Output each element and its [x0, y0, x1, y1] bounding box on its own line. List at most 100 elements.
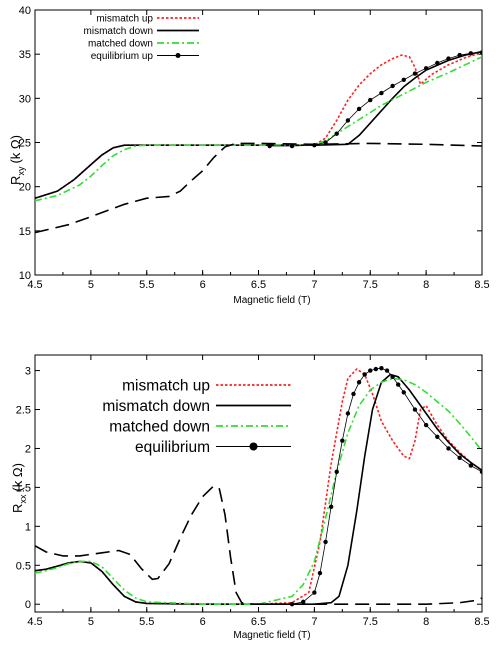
series-point-equilibrium	[401, 390, 406, 395]
y-tick-label: 40	[19, 5, 31, 17]
legend-label: mismatch down	[102, 398, 210, 415]
series-point-equilibrium-up	[267, 143, 272, 149]
series-line-matched-down	[35, 377, 482, 606]
series-point-equilibrium	[384, 368, 390, 373]
x-tick-label: 6.5	[251, 279, 266, 291]
y-tick-label: 15	[19, 226, 31, 238]
series-point-equilibrium-up	[435, 60, 440, 66]
x-tick-label: 5.5	[139, 279, 154, 291]
series-line-unlabeled-long-dash	[35, 142, 482, 234]
x-tick-label: 8.5	[474, 616, 489, 628]
series-point-equilibrium	[345, 411, 351, 416]
legend-marker	[249, 442, 258, 451]
y-tick-label: 0	[25, 599, 31, 611]
legend-label: mismatch down	[84, 26, 153, 37]
x-tick-label: 7.5	[363, 616, 378, 628]
legend-marker	[175, 53, 181, 58]
series-point-equilibrium	[312, 590, 317, 595]
chart-rxx-xlabel: Magnetic field (T)	[233, 630, 310, 641]
series-point-equilibrium	[423, 422, 429, 428]
y-tick-label: 35	[19, 49, 31, 61]
series-point-equilibrium	[362, 372, 367, 377]
series-point-equilibrium-up	[390, 83, 395, 89]
chart-rxy-xlabel: Magnetic field (T)	[233, 295, 310, 306]
series-point-equilibrium	[301, 599, 306, 605]
chart-rxy-frame	[34, 9, 483, 276]
series-line-unlabeled-long-dash	[35, 484, 482, 606]
x-tick-label: 8	[423, 279, 429, 291]
chart-rxx-ylabel-main: R	[10, 504, 25, 513]
y-tick-label: 1	[25, 521, 31, 533]
series-point-equilibrium-up	[457, 52, 462, 58]
legend-label: matched down	[109, 418, 210, 435]
x-tick-label: 5	[88, 279, 94, 291]
chart-rxx-ylabel-unit: (k Ω)	[10, 463, 25, 492]
series-point-equilibrium-up	[289, 143, 295, 149]
y-tick-label: 2	[25, 443, 31, 455]
x-tick-label: 7.5	[363, 279, 378, 291]
y-tick-label: 0.5	[16, 560, 31, 572]
y-tick-label: 2.5	[16, 405, 31, 417]
series-line-equilibrium-up	[269, 52, 482, 147]
legend-label: equilibrium up	[91, 51, 154, 62]
series-point-equilibrium-up	[412, 71, 418, 76]
series-line-equilibrium	[291, 367, 482, 605]
legend-label: mismatch up	[96, 14, 153, 25]
chart-rxy-ylabel-sub: xy	[16, 166, 26, 176]
x-tick-label: 6	[200, 616, 206, 628]
y-tick-label: 3	[25, 366, 31, 378]
chart-rxy-ylabel-unit: (k Ω)	[8, 135, 23, 164]
x-tick-label: 8.5	[474, 279, 489, 291]
series-point-equilibrium-up	[446, 56, 451, 61]
chart-rxx-plot-area	[35, 366, 482, 607]
series-point-equilibrium	[479, 469, 482, 475]
x-tick-label: 7	[311, 279, 317, 291]
y-tick-label: 10	[19, 270, 31, 282]
series-point-equilibrium	[356, 380, 362, 385]
series-point-equilibrium	[323, 539, 328, 545]
series-point-equilibrium-up	[479, 50, 482, 55]
series-point-equilibrium	[328, 504, 334, 510]
y-tick-label: 20	[19, 182, 31, 194]
legend-label: matched down	[88, 39, 153, 50]
series-point-equilibrium-up	[368, 97, 373, 103]
y-tick-label: 30	[19, 93, 31, 105]
series-point-equilibrium	[317, 570, 323, 576]
series-point-equilibrium	[334, 469, 339, 475]
x-tick-label: 5.5	[139, 616, 154, 628]
x-tick-label: 4.5	[27, 616, 42, 628]
series-point-equilibrium	[412, 407, 418, 412]
legend-label: mismatch up	[122, 377, 210, 394]
series-point-equilibrium-up	[345, 118, 351, 123]
x-tick-label: 4.5	[27, 279, 42, 291]
x-tick-label: 8	[423, 616, 429, 628]
series-point-equilibrium	[368, 368, 373, 373]
chart-rxy: Rxy (k Ω) Magnetic field (T) 4.5 5 5.5 6 6.5 7…	[8, 5, 490, 306]
series-point-equilibrium	[340, 438, 345, 443]
x-tick-label: 6.5	[251, 616, 266, 628]
x-tick-label: 6	[200, 279, 206, 291]
series-point-equilibrium-up	[379, 90, 384, 96]
series-point-equilibrium-up	[334, 131, 339, 136]
series-point-equilibrium	[351, 391, 356, 397]
x-tick-label: 5	[88, 616, 94, 628]
series-line-mismatch-down	[35, 373, 482, 606]
chart-rxx-ylabel: Rxx (k Ω)	[10, 463, 28, 513]
y-tick-label: 25	[19, 138, 31, 150]
y-tick-label: 1.5	[16, 482, 31, 494]
series-point-equilibrium	[289, 602, 295, 607]
chart-rxy-ylabel: Rxy (k Ω)	[8, 135, 26, 185]
series-point-equilibrium	[468, 463, 474, 468]
series-point-equilibrium	[390, 374, 395, 380]
series-point-equilibrium-up	[468, 51, 474, 56]
series-point-equilibrium	[373, 366, 379, 372]
legend-label: equilibrium	[135, 439, 210, 456]
series-point-equilibrium	[395, 382, 401, 387]
chart-rxx-ylabel-sub: xx	[18, 494, 28, 504]
series-point-equilibrium	[457, 455, 462, 460]
chart-rxy-plot-area	[35, 50, 482, 234]
series-point-equilibrium-up	[401, 77, 406, 82]
chart-rxx: Rxx (k Ω) Magnetic field (T) 4.5 5 5.5 6 6.5 7…	[10, 354, 490, 641]
series-point-equilibrium	[446, 446, 451, 451]
